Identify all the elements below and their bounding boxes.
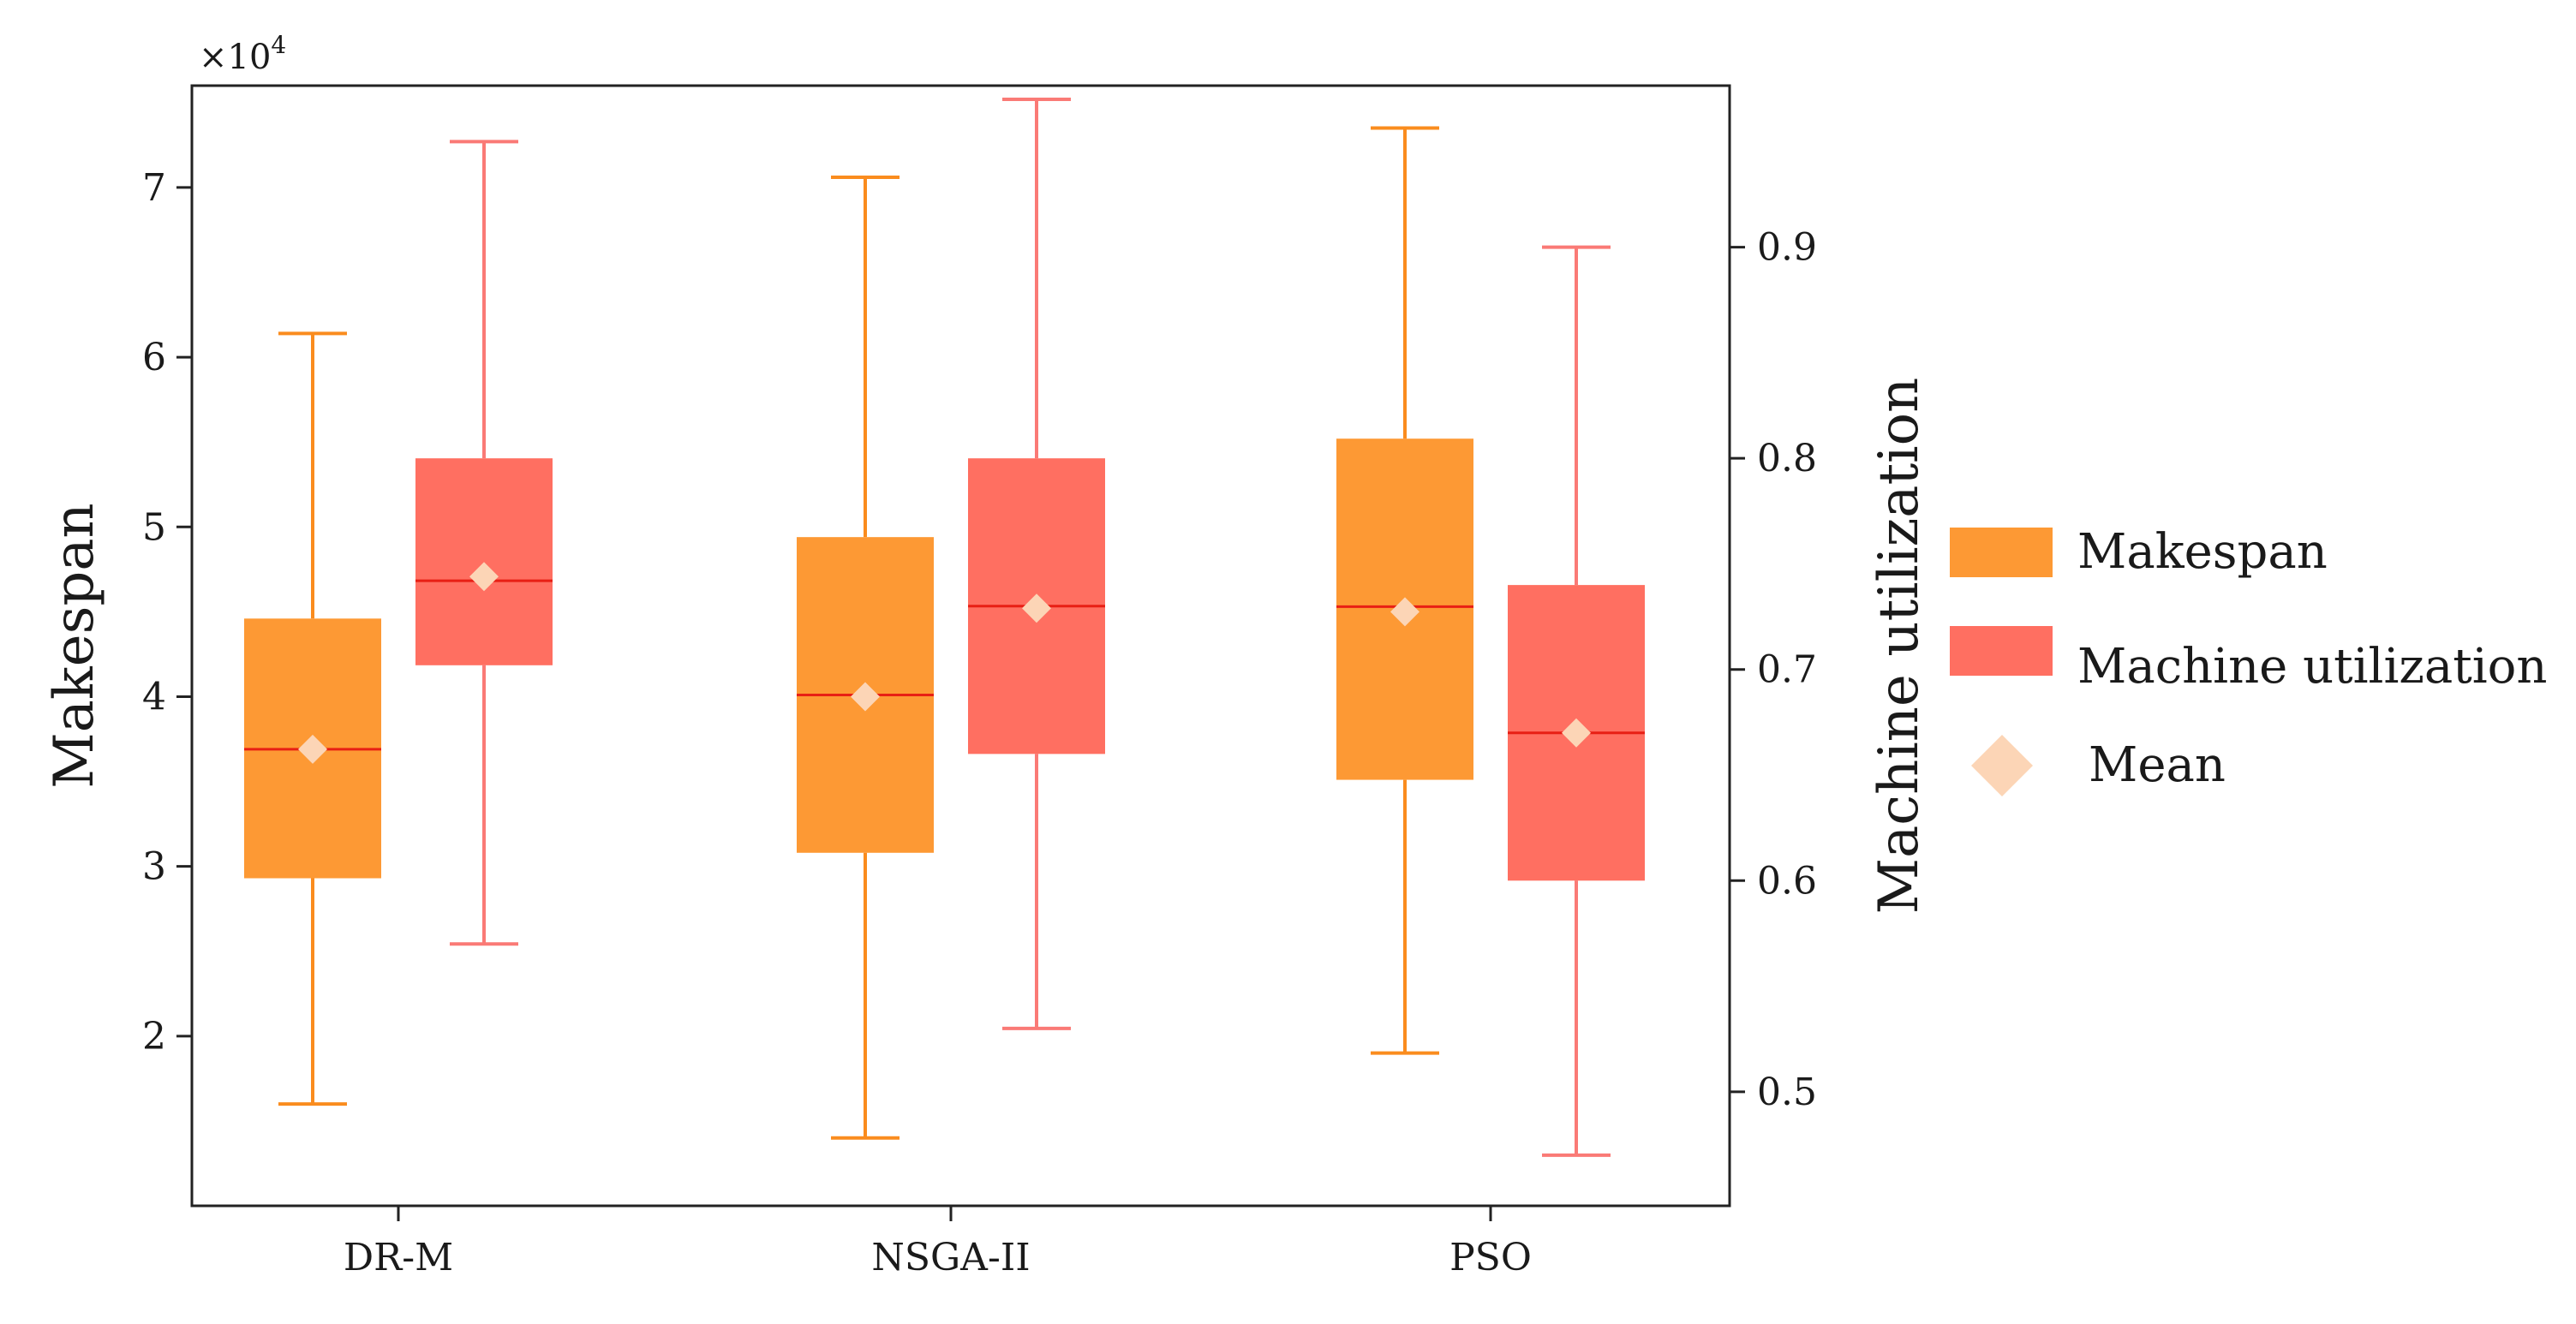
boxes-layer	[244, 98, 1645, 1157]
legend-swatch-machine-utilization	[1950, 626, 2053, 676]
left-tick-label-5: 5	[142, 505, 166, 549]
right-axis-title: Machine utilization	[1868, 378, 1931, 915]
multiplier-base: ×10	[199, 38, 271, 77]
makespan-pso-mean	[1390, 597, 1419, 627]
right-tick-label-0.9: 0.9	[1757, 226, 1817, 270]
machine-utilization-dr-m-box	[415, 458, 553, 665]
legend-label-makespan: Makespan	[2077, 524, 2328, 580]
right-tick-label-0.7: 0.7	[1757, 648, 1817, 692]
multiplier-exponent: 4	[271, 31, 286, 59]
x-tick-label-nsga-ii: NSGA-II	[871, 1236, 1030, 1279]
legend: Makespan Machine utilization Mean	[1950, 524, 2547, 796]
right-tick-label-0.6: 0.6	[1757, 859, 1817, 903]
plot-frame	[190, 84, 1731, 1208]
makespan-dr-m-mean	[298, 734, 327, 764]
machine-utilization-nsga-ii-mean	[1022, 593, 1051, 623]
machine-utilization-pso-mean	[1562, 718, 1591, 748]
x-axis-ticks: DR-M NSGA-II PSO	[344, 1206, 1532, 1279]
right-tick-label-0.8: 0.8	[1757, 437, 1817, 480]
left-tick-label-2: 2	[142, 1015, 166, 1059]
legend-swatch-makespan	[1950, 528, 2053, 577]
x-tick-label-dr-m: DR-M	[344, 1236, 453, 1279]
right-axis-ticks: 0.5 0.6 0.7 0.8 0.9	[1730, 226, 1817, 1114]
makespan-nsga-ii-mean	[851, 682, 880, 712]
left-tick-label-3: 3	[142, 845, 166, 889]
legend-mean-marker	[1971, 735, 2033, 796]
legend-label-machine-utilization: Machine utilization	[2077, 639, 2547, 695]
left-tick-label-7: 7	[142, 166, 166, 210]
x-tick-label-pso: PSO	[1449, 1236, 1532, 1279]
left-tick-label-4: 4	[142, 675, 166, 719]
legend-label-mean: Mean	[2089, 737, 2226, 793]
left-tick-label-6: 6	[142, 336, 166, 379]
right-tick-label-0.5: 0.5	[1757, 1071, 1817, 1114]
left-axis-title: Makespan	[43, 503, 106, 789]
multiplier-label: ×104	[199, 31, 286, 77]
left-axis-ticks: 2 3 4 5 6 7	[142, 166, 192, 1059]
machine-utilization-dr-m-mean	[469, 562, 499, 592]
